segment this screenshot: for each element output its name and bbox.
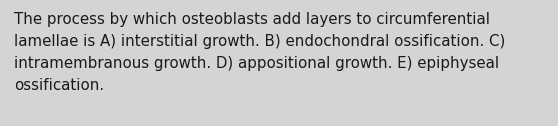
Text: ossification.: ossification. (14, 78, 104, 93)
Text: intramembranous growth. D) appositional growth. E) epiphyseal: intramembranous growth. D) appositional … (14, 56, 499, 71)
Text: lamellae is A) interstitial growth. B) endochondral ossification. C): lamellae is A) interstitial growth. B) e… (14, 34, 506, 49)
Text: The process by which osteoblasts add layers to circumferential: The process by which osteoblasts add lay… (14, 12, 490, 27)
